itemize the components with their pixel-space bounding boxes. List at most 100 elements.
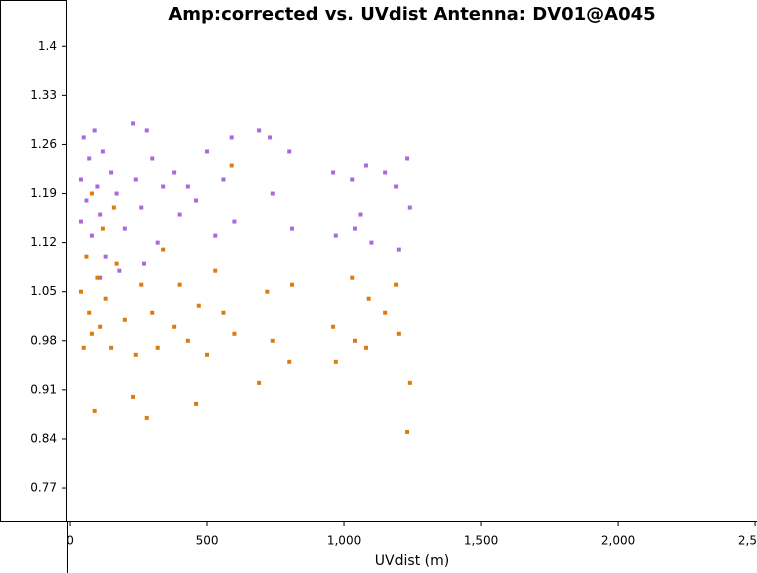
point [89, 233, 94, 238]
point [194, 198, 199, 203]
point [89, 331, 94, 336]
point [84, 254, 89, 259]
point [287, 359, 292, 364]
point [139, 282, 144, 287]
point [100, 149, 105, 154]
point [172, 324, 177, 329]
point [289, 226, 294, 231]
y-tick-label: 1.19 [30, 186, 57, 200]
point [133, 177, 138, 182]
point [142, 261, 147, 266]
y-axis-panel [0, 0, 67, 522]
point [144, 128, 149, 133]
point [78, 219, 83, 224]
point [103, 254, 108, 259]
point [363, 345, 368, 350]
point [366, 296, 371, 301]
point [221, 310, 226, 315]
point [155, 345, 160, 350]
point [109, 345, 114, 350]
point [177, 212, 182, 217]
point [185, 184, 190, 189]
x-tick-label: 2,000 [601, 534, 635, 548]
y-tick-label: 1.33 [30, 88, 57, 102]
point [287, 149, 292, 154]
point [289, 282, 294, 287]
point [100, 226, 105, 231]
x-tick-label: 2,500 [738, 534, 757, 548]
point [353, 226, 358, 231]
point [268, 135, 273, 140]
point [353, 338, 358, 343]
point [92, 408, 97, 413]
y-tick-label: 1.05 [30, 284, 57, 298]
point [185, 338, 190, 343]
point [109, 170, 114, 175]
point [98, 275, 103, 280]
point [350, 177, 355, 182]
x-tick-label: 0 [66, 534, 74, 548]
point [78, 177, 83, 182]
point [81, 135, 86, 140]
point [177, 282, 182, 287]
point [394, 184, 399, 189]
point [265, 289, 270, 294]
point [396, 331, 401, 336]
point [333, 233, 338, 238]
point [98, 324, 103, 329]
point [232, 219, 237, 224]
point [229, 163, 234, 168]
point [407, 205, 412, 210]
x-tick-label: 1,500 [464, 534, 498, 548]
point [172, 170, 177, 175]
point [358, 212, 363, 217]
point [383, 310, 388, 315]
point [133, 352, 138, 357]
point [117, 268, 122, 273]
point [131, 121, 136, 126]
y-tick-label: 1.12 [30, 235, 57, 249]
point [363, 163, 368, 168]
point [81, 345, 86, 350]
y-tick-label: 0.98 [30, 333, 57, 347]
point [161, 184, 166, 189]
point [194, 401, 199, 406]
point [221, 177, 226, 182]
point [270, 191, 275, 196]
point [407, 380, 412, 385]
point [205, 352, 210, 357]
point [229, 135, 234, 140]
y-tick-label: 0.84 [30, 431, 57, 445]
point [89, 191, 94, 196]
point [155, 240, 160, 245]
point [114, 191, 119, 196]
point [369, 240, 374, 245]
point [150, 156, 155, 161]
point [103, 296, 108, 301]
point [196, 303, 201, 308]
point [331, 170, 336, 175]
point [270, 338, 275, 343]
point [95, 184, 100, 189]
x-tick-label: 1,000 [327, 534, 361, 548]
point [122, 226, 127, 231]
x-tick-label: 500 [196, 534, 219, 548]
y-tick-label: 1.26 [30, 137, 57, 151]
point [111, 205, 116, 210]
point [394, 282, 399, 287]
point [92, 128, 97, 133]
point [84, 198, 89, 203]
point [144, 415, 149, 420]
point [232, 331, 237, 336]
point [161, 247, 166, 252]
point [257, 128, 262, 133]
point [87, 156, 92, 161]
point [213, 268, 218, 273]
point [114, 261, 119, 266]
point [350, 275, 355, 280]
point [98, 212, 103, 217]
x-axis-label: UVdist (m) [375, 553, 449, 569]
point [405, 156, 410, 161]
point [87, 310, 92, 315]
